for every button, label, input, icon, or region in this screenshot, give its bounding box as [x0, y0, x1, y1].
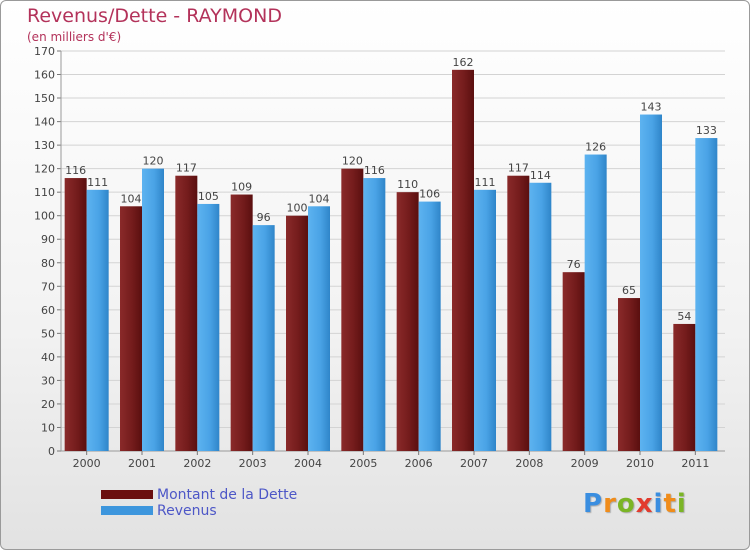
x-tick-label: 2001 — [128, 457, 156, 470]
bar — [308, 206, 330, 451]
bar — [640, 114, 662, 451]
data-label: 104 — [121, 192, 142, 205]
bar — [64, 178, 87, 451]
data-label: 117 — [508, 162, 529, 175]
data-label: 109 — [231, 181, 252, 194]
data-label: 133 — [696, 124, 717, 137]
data-label: 76 — [567, 258, 581, 271]
bars — [64, 69, 718, 452]
y-tick-label: 160 — [34, 69, 55, 82]
data-label: 104 — [309, 192, 330, 205]
y-tick-label: 90 — [41, 233, 55, 246]
y-tick-label: 50 — [41, 327, 55, 340]
x-tick-label: 2008 — [515, 457, 543, 470]
logo-letter: r — [603, 489, 617, 519]
data-label: 162 — [453, 56, 474, 69]
bar — [86, 189, 109, 451]
logo-letter: x — [635, 489, 654, 519]
data-label: 116 — [364, 164, 385, 177]
bar — [418, 201, 441, 451]
y-tick-label: 60 — [41, 304, 55, 317]
data-label: 117 — [176, 162, 197, 175]
y-tick-label: 120 — [34, 163, 55, 176]
bar — [142, 168, 164, 451]
x-tick-label: 2011 — [681, 457, 709, 470]
data-label: 111 — [87, 176, 108, 189]
y-tick-label: 170 — [34, 45, 55, 58]
y-tick-label: 10 — [41, 421, 55, 434]
y-tick-label: 80 — [41, 257, 55, 270]
chart-subtitle: (en milliers d'€) — [27, 30, 122, 44]
data-labels: 1161111041201171051099610010412011611010… — [65, 56, 717, 323]
legend-label-revenus: Revenus — [157, 503, 217, 519]
bar — [396, 192, 419, 452]
y-tick-label: 40 — [41, 351, 55, 364]
data-label: 126 — [585, 141, 606, 154]
x-tick-label: 2000 — [73, 457, 101, 470]
legend-label-dette: Montant de la Dette — [157, 487, 298, 503]
legend-swatch-dette — [101, 490, 153, 499]
data-label: 96 — [257, 211, 271, 224]
data-label: 106 — [419, 188, 440, 201]
bar — [507, 175, 530, 452]
bar — [529, 182, 552, 451]
data-label: 111 — [475, 176, 496, 189]
bar — [341, 168, 364, 451]
data-label: 114 — [530, 169, 551, 182]
y-tick-label: 130 — [34, 139, 55, 152]
data-label: 105 — [198, 190, 219, 203]
data-label: 100 — [287, 202, 308, 215]
bar — [474, 189, 496, 451]
y-tick-label: 150 — [34, 92, 55, 105]
legend-swatch-revenus — [101, 506, 153, 515]
logo-letter: t — [663, 489, 677, 519]
bar — [286, 215, 308, 451]
data-label: 120 — [342, 155, 363, 168]
x-tick-label: 2010 — [626, 457, 654, 470]
y-tick-label: 140 — [34, 116, 55, 129]
bar — [230, 194, 253, 451]
y-tick-label: 100 — [34, 210, 55, 223]
logo-letter: i — [653, 489, 664, 519]
bar — [120, 206, 142, 451]
data-label: 143 — [641, 101, 662, 114]
data-label: 65 — [622, 284, 636, 297]
y-tick-label: 110 — [34, 186, 55, 199]
y-tick-label: 20 — [41, 398, 55, 411]
x-tick-label: 2009 — [571, 457, 599, 470]
y-tick-label: 70 — [41, 280, 55, 293]
data-label: 116 — [65, 164, 86, 177]
chart-title: Revenus/Dette - RAYMOND — [27, 5, 282, 27]
logo-letter: o — [616, 489, 636, 519]
x-tick-label: 2005 — [349, 457, 377, 470]
x-tick-label: 2004 — [294, 457, 322, 470]
grid-lines — [61, 50, 725, 452]
bar — [252, 225, 275, 451]
bar — [584, 154, 607, 451]
y-tick-label: 0 — [48, 445, 55, 458]
data-label: 110 — [397, 178, 418, 191]
proxiti-logo: Proxiti — [583, 489, 687, 519]
logo-letter: P — [583, 489, 604, 519]
bar — [452, 69, 474, 451]
data-label: 54 — [677, 310, 691, 323]
bar — [562, 272, 585, 451]
x-tick-label: 2003 — [239, 457, 267, 470]
chart-axes: 0 10 20 30 40 50 60 70 80 90 100 110 120 130 140 150 160… — [34, 45, 725, 470]
x-tick-label: 2007 — [460, 457, 488, 470]
logo-letter: i — [676, 489, 687, 519]
bar — [618, 298, 640, 451]
data-label: 120 — [143, 155, 164, 168]
bar — [363, 178, 386, 451]
bar — [695, 138, 718, 451]
bar — [197, 203, 220, 451]
x-tick-label: 2002 — [183, 457, 211, 470]
bar — [673, 323, 696, 451]
bar — [175, 175, 198, 452]
x-tick-label: 2006 — [405, 457, 433, 470]
y-tick-label: 30 — [41, 374, 55, 387]
